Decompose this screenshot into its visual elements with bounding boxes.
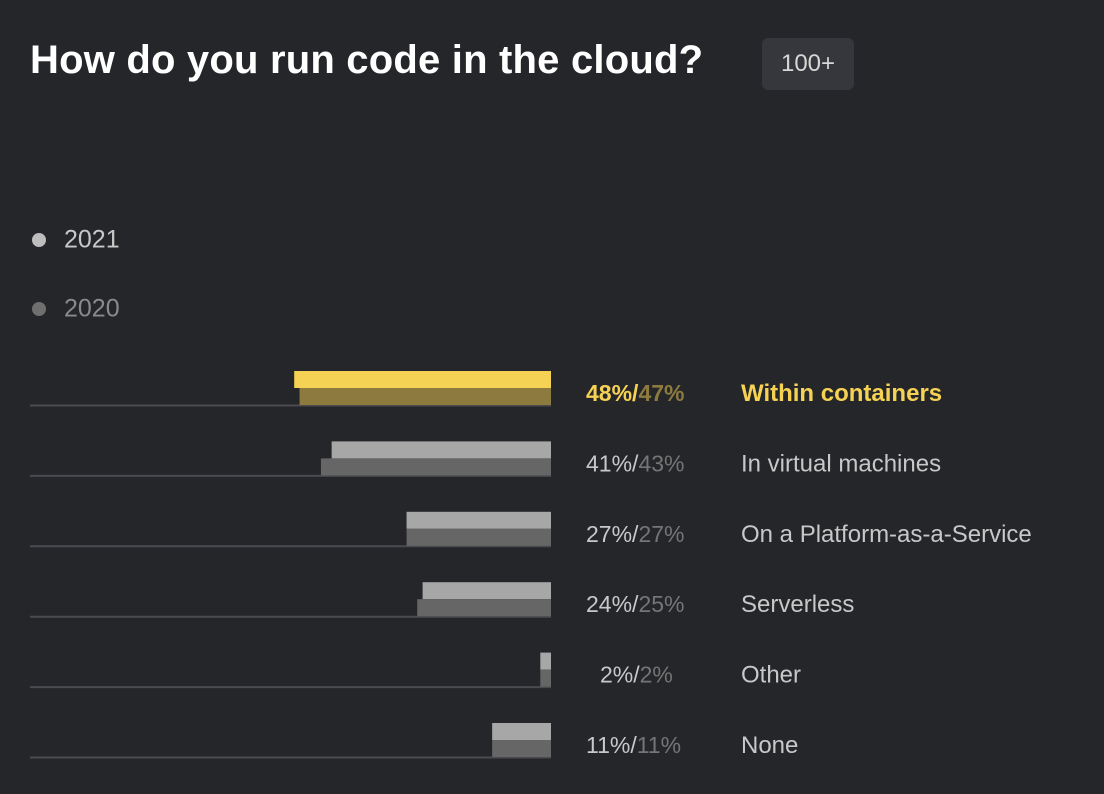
value-label-serverless: 24%/25% — [586, 591, 684, 617]
value-label-within-containers: 48%/47% — [586, 380, 684, 406]
bar-2021-serverless — [422, 582, 551, 600]
value-2020-within-containers: 47% — [638, 380, 684, 406]
category-label-within-containers: Within containers — [741, 380, 942, 407]
category-label-in-virtual-machines: In virtual machines — [741, 450, 941, 477]
category-label-on-a-platform-as-a-service: On a Platform-as-a-Service — [741, 521, 1032, 548]
value-2020-on-a-platform-as-a-service: 27% — [638, 521, 684, 547]
legend-label-2021: 2021 — [64, 225, 120, 254]
bar-2020-within-containers — [299, 388, 551, 405]
category-label-none: None — [741, 732, 798, 759]
value-2021-serverless: 24%/ — [586, 591, 639, 617]
value-2020-other: 2% — [640, 662, 673, 688]
value-2020-in-virtual-machines: 43% — [638, 450, 684, 476]
value-label-none: 11%/11% — [586, 732, 681, 758]
value-2020-none: 11% — [637, 732, 681, 758]
bar-2020-in-virtual-machines — [320, 458, 551, 476]
bar-2021-on-a-platform-as-a-service — [406, 511, 551, 529]
chart-title: How do you run code in the cloud? — [30, 38, 704, 82]
category-label-other: Other — [741, 662, 801, 689]
bar-2020-other — [540, 669, 551, 687]
value-2021-none: 11%/ — [586, 732, 637, 758]
value-label-other: 2%/2% — [600, 662, 673, 688]
respondent-count-badge: 100+ — [762, 38, 854, 90]
bar-2021-none — [492, 723, 551, 740]
value-2020-serverless: 25% — [638, 591, 684, 617]
value-2021-in-virtual-machines: 41%/ — [586, 450, 639, 476]
value-label-on-a-platform-as-a-service: 27%/27% — [586, 521, 684, 547]
value-2021-other: 2%/ — [600, 662, 640, 688]
bar-2021-other — [540, 652, 551, 670]
bar-2021-in-virtual-machines — [331, 441, 551, 459]
bar-2020-serverless — [417, 599, 551, 617]
legend-label-2020: 2020 — [64, 294, 120, 323]
legend-dot-2020 — [32, 302, 46, 316]
category-label-serverless: Serverless — [741, 591, 854, 618]
bar-2020-none — [492, 740, 551, 757]
bar-2021-within-containers — [294, 371, 551, 388]
bar-2020-on-a-platform-as-a-service — [406, 528, 551, 546]
legend-dot-2021 — [32, 233, 46, 247]
value-2021-within-containers: 48%/ — [586, 380, 639, 406]
value-2021-on-a-platform-as-a-service: 27%/ — [586, 521, 639, 547]
value-label-in-virtual-machines: 41%/43% — [586, 450, 684, 476]
